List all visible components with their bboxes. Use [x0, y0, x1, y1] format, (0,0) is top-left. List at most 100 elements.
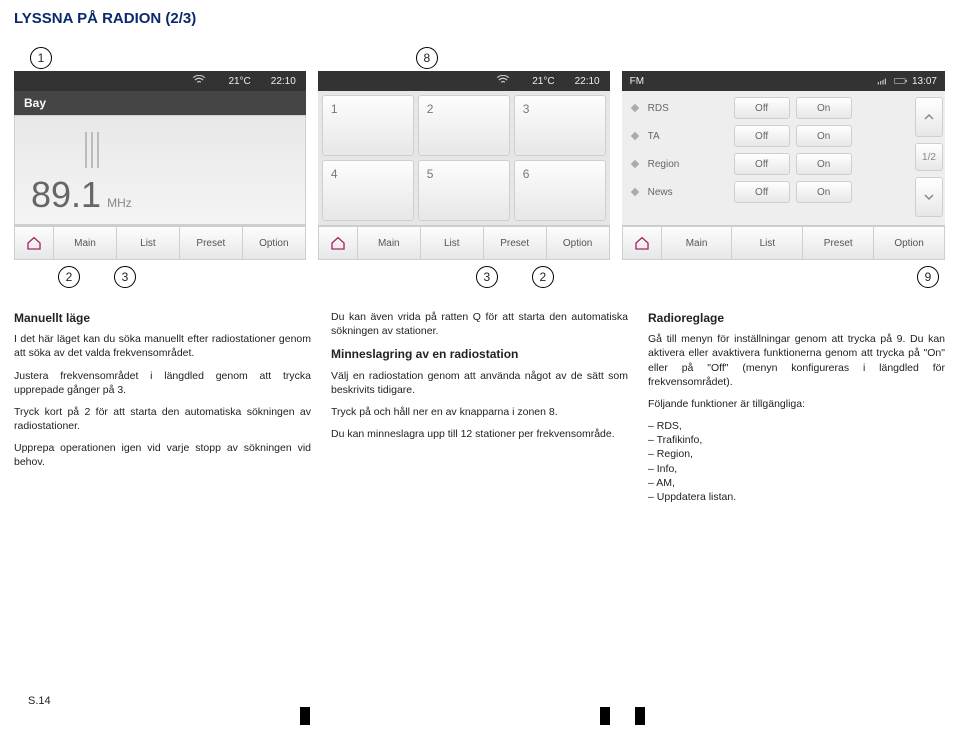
frequency-value: 89.1	[31, 174, 101, 216]
opt-row-ta: TA Off On	[626, 125, 909, 147]
preset-grid: 1 2 3 4 5 6	[318, 91, 610, 225]
nav-main[interactable]: Main	[662, 226, 733, 260]
col-memory-store: Du kan även vrida på ratten Q för att st…	[331, 310, 628, 504]
home-button[interactable]	[622, 226, 662, 260]
nav-preset[interactable]: Preset	[180, 226, 243, 260]
station-name-bar: Bay	[14, 91, 306, 115]
nav-list[interactable]: List	[117, 226, 180, 260]
band-label: FM	[630, 76, 644, 87]
screen-radio-options: FM 13:07 RDS Off On TA Off O	[622, 51, 945, 292]
nav-preset[interactable]: Preset	[803, 226, 874, 260]
screen1-callouts: 2 3	[14, 260, 306, 292]
preset-3[interactable]: 3	[514, 95, 606, 156]
text-columns: Manuellt läge I det här läget kan du sök…	[14, 310, 945, 504]
news-on-button[interactable]: On	[796, 181, 852, 203]
screen2-topbar: 21°C 22:10	[318, 71, 610, 91]
screen-radio-main: 1 21°C 22:10 Bay 89.1 MHz Main List Pres…	[14, 51, 306, 292]
opt-label: RDS	[648, 103, 728, 114]
callout-9: 9	[917, 266, 939, 288]
wifi-icon	[496, 75, 512, 88]
callout-8: 8	[416, 47, 438, 69]
screen3-callouts: 9	[622, 260, 945, 292]
col3-heading: Radioreglage	[648, 310, 945, 326]
screen1-topbar: 21°C 22:10	[14, 71, 306, 91]
options-panel: RDS Off On TA Off On Region Off O	[622, 91, 945, 225]
diamond-icon	[630, 104, 638, 112]
col1-p2: Justera frekvensområdet i längdled genom…	[14, 369, 311, 397]
preset-2[interactable]: 2	[418, 95, 510, 156]
chevron-down-icon	[924, 192, 934, 202]
callout-1: 1	[30, 47, 52, 69]
col1-p3: Tryck kort på 2 för att starta den autom…	[14, 405, 311, 433]
opt-label: TA	[648, 131, 728, 142]
preset-4[interactable]: 4	[322, 160, 414, 221]
callout-3b: 3	[476, 266, 498, 288]
list-item: Info,	[648, 462, 945, 476]
opt-row-rds: RDS Off On	[626, 97, 909, 119]
nav-option[interactable]: Option	[874, 226, 945, 260]
home-icon	[634, 236, 650, 250]
list-item: Region,	[648, 447, 945, 461]
nav-option[interactable]: Option	[547, 226, 610, 260]
col2-p3: Tryck på och håll ner en av knapparna i …	[331, 405, 628, 419]
list-item: Uppdatera listan.	[648, 490, 945, 504]
preset-5[interactable]: 5	[418, 160, 510, 221]
screen3-bottom-nav: Main List Preset Option	[622, 225, 945, 260]
preset-1[interactable]: 1	[322, 95, 414, 156]
col2-p4: Du kan minneslagra upp till 12 stationer…	[331, 427, 628, 441]
nav-list[interactable]: List	[732, 226, 803, 260]
col-manual-mode: Manuellt läge I det här läget kan du sök…	[14, 310, 311, 504]
news-off-button[interactable]: Off	[734, 181, 790, 203]
screen-radio-presets: 8 21°C 22:10 1 2 3 4 5 6 Main List Prese…	[318, 51, 610, 292]
opt-row-region: Region Off On	[626, 153, 909, 175]
screens-row: 1 21°C 22:10 Bay 89.1 MHz Main List Pres…	[14, 51, 945, 292]
callout-2b: 2	[532, 266, 554, 288]
nav-list[interactable]: List	[421, 226, 484, 260]
topbar-time: 22:10	[575, 76, 600, 87]
screen2-callouts: 3 2	[318, 260, 610, 292]
col2-heading: Minneslagring av en radiostation	[331, 346, 628, 362]
col3-list: RDS, Trafikinfo, Region, Info, AM, Uppda…	[648, 419, 945, 504]
list-item: Trafikinfo,	[648, 433, 945, 447]
region-on-button[interactable]: On	[796, 153, 852, 175]
col1-heading: Manuellt läge	[14, 310, 311, 326]
home-button[interactable]	[14, 226, 54, 260]
diamond-icon	[630, 160, 638, 168]
preset-6[interactable]: 6	[514, 160, 606, 221]
diamond-icon	[630, 188, 638, 196]
nav-option[interactable]: Option	[243, 226, 306, 260]
ta-off-button[interactable]: Off	[734, 125, 790, 147]
opt-label: Region	[648, 159, 728, 170]
frequency-unit: MHz	[107, 196, 132, 210]
region-off-button[interactable]: Off	[734, 153, 790, 175]
page-footer: S.14	[28, 695, 51, 707]
frequency-display: 89.1 MHz	[31, 174, 132, 216]
rds-off-button[interactable]: Off	[734, 97, 790, 119]
chevron-up-icon	[924, 112, 934, 122]
page-indicator: 1/2	[915, 143, 943, 171]
crop-mark	[635, 707, 645, 725]
crop-mark	[300, 707, 310, 725]
screen3-topbar: FM 13:07	[622, 71, 945, 91]
col1-p4: Upprepa operationen igen vid varje stopp…	[14, 441, 311, 469]
topbar-temp: 21°C	[228, 76, 250, 87]
topbar-temp: 21°C	[532, 76, 554, 87]
nav-preset[interactable]: Preset	[484, 226, 547, 260]
nav-main[interactable]: Main	[358, 226, 421, 260]
diamond-icon	[630, 132, 638, 140]
scroll-up-button[interactable]	[915, 97, 943, 137]
home-icon	[330, 236, 346, 250]
list-item: RDS,	[648, 419, 945, 433]
callout-2: 2	[58, 266, 80, 288]
status-icons: 13:07	[876, 76, 937, 87]
nav-main[interactable]: Main	[54, 226, 117, 260]
ta-on-button[interactable]: On	[796, 125, 852, 147]
frequency-area: 89.1 MHz	[14, 115, 306, 225]
scroll-down-button[interactable]	[915, 177, 943, 217]
rds-on-button[interactable]: On	[796, 97, 852, 119]
battery-icon	[894, 76, 908, 86]
col-radio-controls: Radioreglage Gå till menyn för inställni…	[648, 310, 945, 504]
home-button[interactable]	[318, 226, 358, 260]
col2-p1: Du kan även vrida på ratten Q för att st…	[331, 310, 628, 338]
crop-mark	[600, 707, 610, 725]
